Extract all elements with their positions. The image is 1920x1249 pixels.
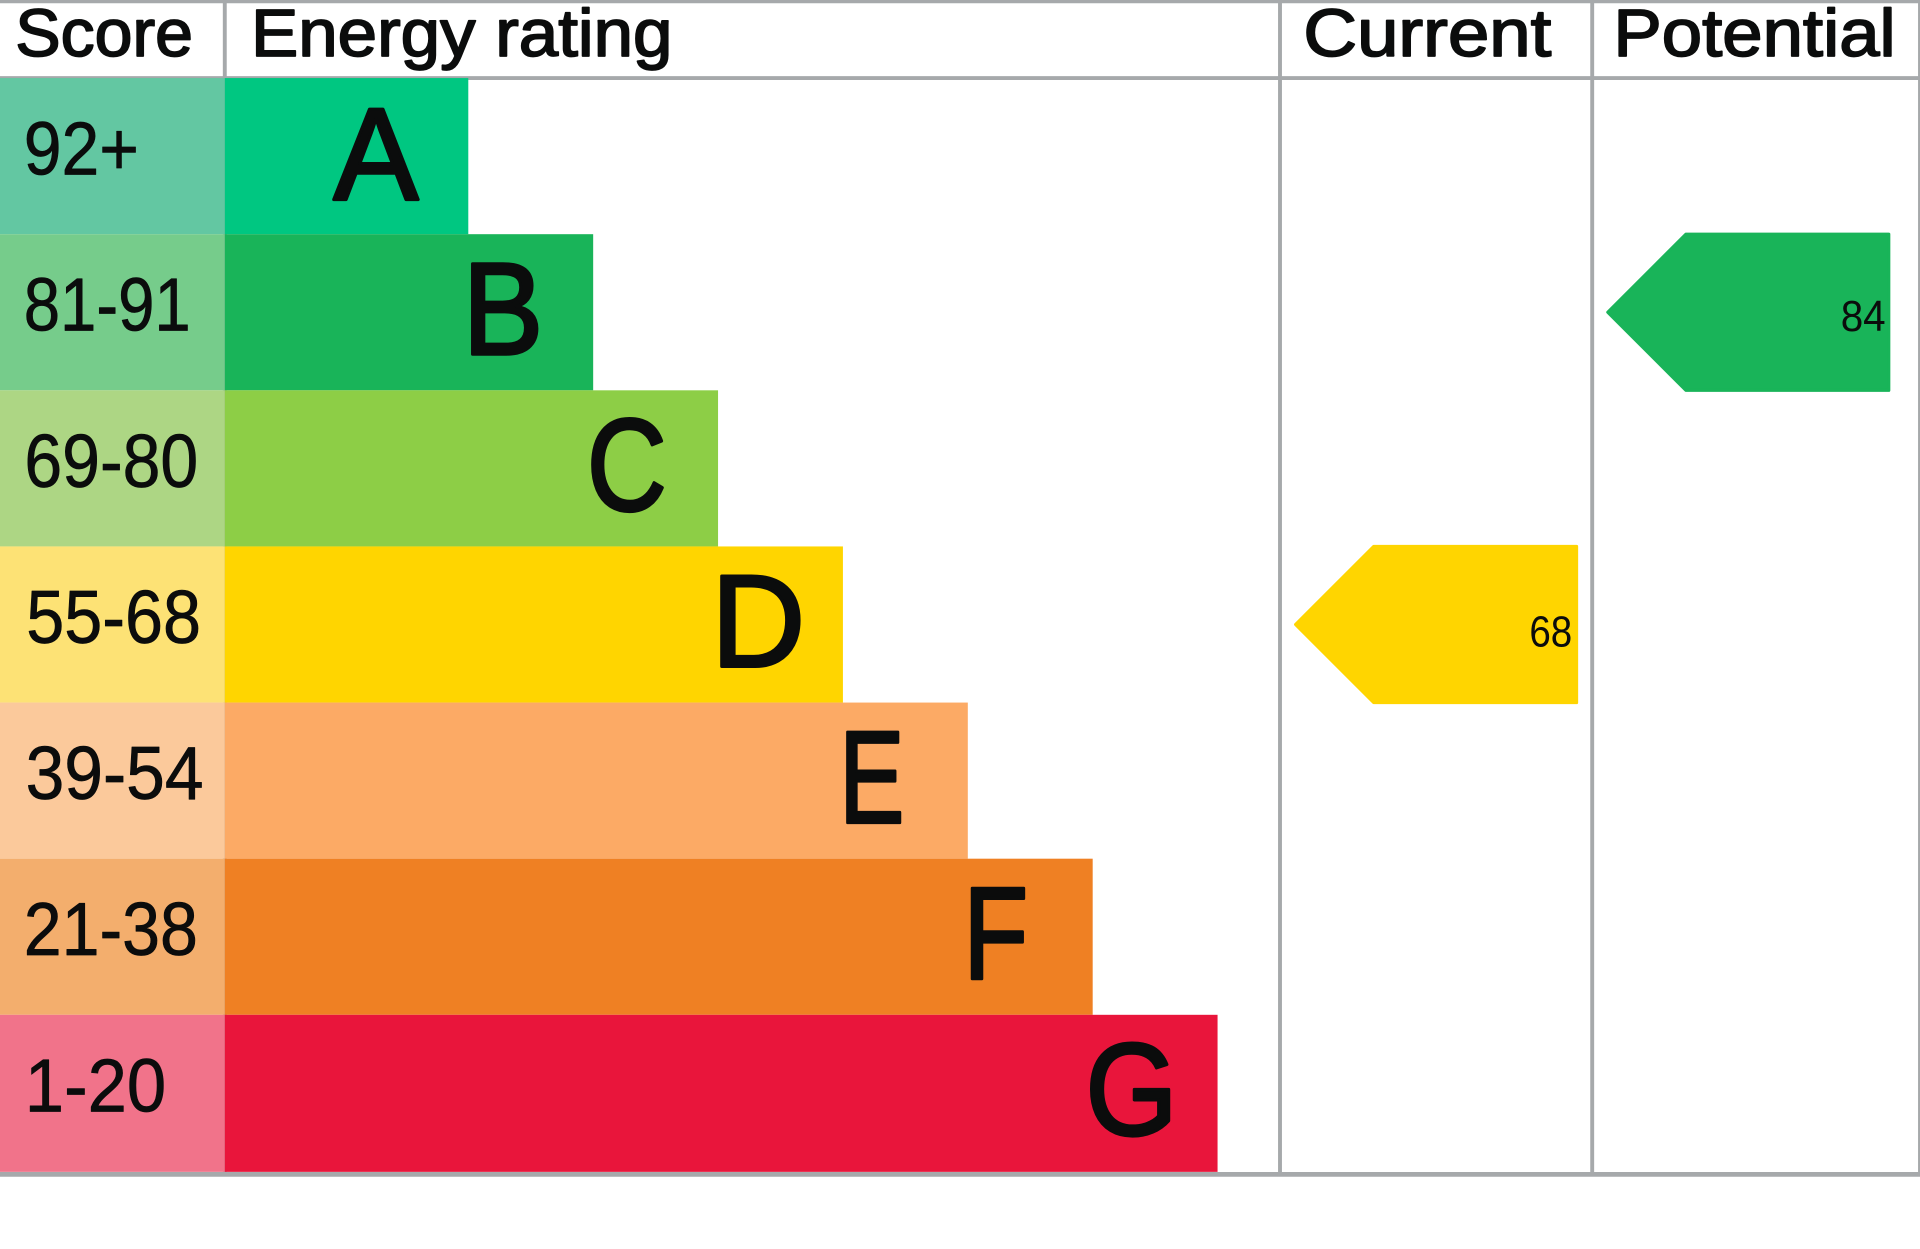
- svg-text:92+: 92+: [24, 107, 139, 191]
- svg-text:B: B: [463, 235, 544, 382]
- svg-text:84: 84: [1841, 293, 1886, 341]
- svg-text:F: F: [963, 860, 1028, 1007]
- svg-text:G: G: [1086, 1016, 1178, 1163]
- svg-text:55-68: 55-68: [26, 575, 201, 659]
- svg-text:Energy rating: Energy rating: [251, 0, 672, 71]
- svg-text:Potential: Potential: [1613, 0, 1895, 71]
- svg-text:E: E: [839, 703, 904, 850]
- svg-text:68: 68: [1529, 608, 1572, 656]
- svg-text:Current: Current: [1303, 0, 1551, 71]
- svg-text:39-54: 39-54: [26, 731, 204, 815]
- svg-text:21-38: 21-38: [24, 887, 198, 971]
- svg-text:69-80: 69-80: [24, 419, 198, 503]
- svg-text:D: D: [711, 547, 805, 694]
- svg-text:1-20: 1-20: [25, 1043, 166, 1127]
- svg-text:Score: Score: [15, 0, 193, 71]
- svg-text:C: C: [587, 391, 667, 538]
- svg-text:A: A: [334, 81, 419, 228]
- svg-text:81-91: 81-91: [24, 263, 191, 347]
